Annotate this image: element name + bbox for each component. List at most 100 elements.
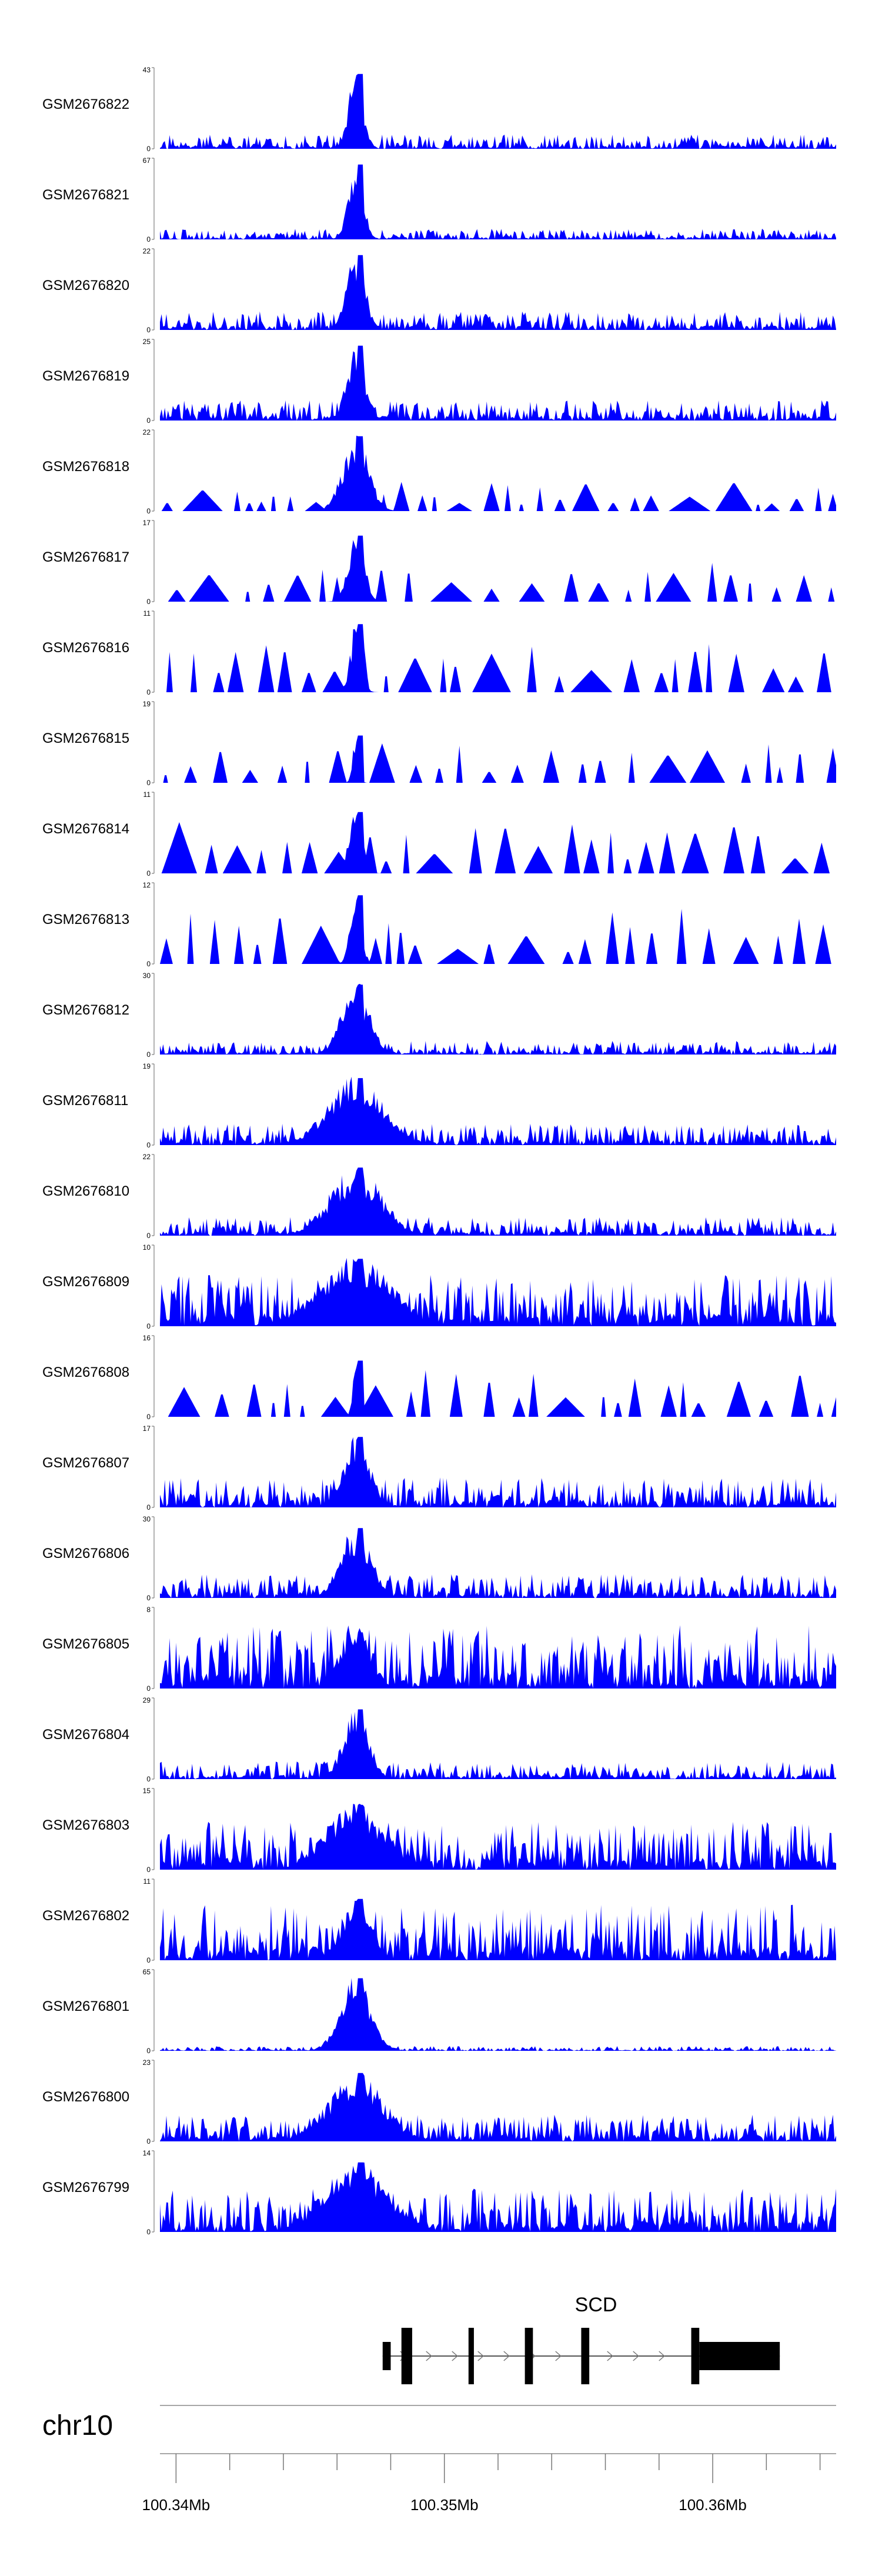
y-max-label: 25 [143, 338, 151, 346]
y-max-label: 14 [143, 2149, 151, 2157]
track-GSM2676811: GSM2676811 19 0 [42, 1062, 836, 1149]
track-GSM2676800: GSM2676800 23 0 [42, 2058, 836, 2145]
y-max-label: 17 [143, 519, 151, 527]
y-max-label: 11 [143, 1877, 151, 1886]
coverage-area [160, 983, 836, 1055]
track-label: GSM2676820 [42, 278, 129, 293]
y-min-label: 0 [146, 2137, 151, 2145]
y-min-label: 0 [146, 2047, 151, 2055]
coverage-area [160, 895, 836, 964]
y-min-label: 0 [146, 507, 151, 515]
y-max-label: 11 [143, 790, 151, 799]
coverage-area [160, 1167, 836, 1236]
coverage-area [160, 345, 836, 421]
track-GSM2676803: GSM2676803 15 0 [42, 1787, 836, 1874]
strand-arrow [555, 2351, 562, 2361]
track-GSM2676804: GSM2676804 29 0 [42, 1696, 836, 1783]
coverage-area [160, 1978, 836, 2051]
genome-axis: chr10 100.34Mb 100.35Mb 100.36Mb [42, 2405, 836, 2514]
coverage-area [160, 74, 836, 149]
y-min-label: 0 [146, 1594, 151, 1602]
track-label: GSM2676817 [42, 549, 129, 565]
coverage-area [160, 1625, 836, 1689]
tick-label: 100.35Mb [410, 2496, 479, 2514]
track-GSM2676812: GSM2676812 30 0 [42, 972, 836, 1059]
track-GSM2676802: GSM2676802 11 0 [42, 1877, 836, 1964]
coverage-area [160, 255, 836, 330]
track-label: GSM2676815 [42, 730, 129, 746]
coverage-area [160, 1709, 836, 1779]
track-GSM2676813: GSM2676813 12 0 [42, 881, 836, 968]
track-GSM2676815: GSM2676815 19 0 [42, 700, 836, 787]
track-label: GSM2676804 [42, 1727, 129, 1743]
y-max-label: 43 [143, 66, 151, 74]
track-GSM2676816: GSM2676816 11 0 [42, 609, 836, 696]
track-label: GSM2676807 [42, 1455, 129, 1471]
track-label: GSM2676800 [42, 2089, 129, 2105]
track-label: GSM2676809 [42, 1274, 129, 1290]
coverage-area [160, 435, 836, 511]
gene-track: SCD [382, 2294, 780, 2384]
y-max-label: 30 [143, 1515, 151, 1523]
coverage-area [160, 164, 836, 239]
track-GSM2676819: GSM2676819 25 0 [42, 338, 836, 425]
track-label: GSM2676814 [42, 821, 129, 837]
y-max-label: 15 [143, 1787, 151, 1795]
track-label: GSM2676810 [42, 1183, 129, 1199]
exon-block [382, 2342, 391, 2370]
y-min-label: 0 [146, 2228, 151, 2236]
y-max-label: 19 [143, 1062, 151, 1070]
strand-arrow [607, 2351, 613, 2361]
track-GSM2676809: GSM2676809 10 0 [42, 1243, 836, 1330]
exon-block [401, 2328, 412, 2384]
coverage-area [160, 1898, 836, 1960]
y-max-label: 67 [143, 156, 151, 165]
track-GSM2676806: GSM2676806 30 0 [42, 1515, 836, 1602]
coverage-area [160, 1257, 836, 1326]
y-min-label: 0 [146, 1503, 151, 1511]
y-max-label: 19 [143, 700, 151, 708]
y-min-label: 0 [146, 1684, 151, 1693]
y-min-label: 0 [146, 1141, 151, 1149]
strand-arrow [633, 2351, 639, 2361]
track-label: GSM2676813 [42, 912, 129, 927]
y-min-label: 0 [146, 1322, 151, 1330]
coverage-area [160, 1528, 836, 1598]
strand-arrow [477, 2351, 484, 2361]
track-label: GSM2676806 [42, 1546, 129, 1561]
coverage-area [160, 1076, 836, 1145]
track-GSM2676817: GSM2676817 17 0 [42, 519, 836, 606]
coverage-tracks: GSM2676822430GSM2676821670GSM2676820220G… [42, 66, 836, 2236]
y-max-label: 10 [143, 1243, 151, 1252]
track-label: GSM2676816 [42, 640, 129, 656]
exon-block [699, 2342, 780, 2370]
track-label: GSM2676808 [42, 1364, 129, 1380]
track-label: GSM2676822 [42, 96, 129, 112]
coverage-area [160, 535, 836, 602]
y-max-label: 8 [146, 1606, 151, 1614]
y-max-label: 22 [143, 428, 151, 436]
track-GSM2676799: GSM2676799 14 0 [42, 2149, 836, 2236]
y-max-label: 16 [143, 1334, 151, 1342]
strand-arrow [659, 2351, 665, 2361]
y-min-label: 0 [146, 326, 151, 334]
y-max-label: 30 [143, 972, 151, 980]
track-label: GSM2676799 [42, 2180, 129, 2195]
exon-block [691, 2328, 700, 2384]
exon-block [581, 2328, 590, 2384]
y-min-label: 0 [146, 598, 151, 606]
y-min-label: 0 [146, 688, 151, 696]
y-min-label: 0 [146, 1232, 151, 1240]
coverage-area [160, 624, 836, 692]
y-min-label: 0 [146, 1775, 151, 1783]
track-label: GSM2676818 [42, 459, 129, 475]
y-max-label: 22 [143, 247, 151, 255]
y-max-label: 11 [143, 609, 151, 618]
track-GSM2676820: GSM2676820 22 0 [42, 247, 836, 334]
tick-label: 100.34Mb [142, 2496, 211, 2514]
tick-label: 100.36Mb [679, 2496, 747, 2514]
coverage-area [160, 1437, 836, 1507]
strand-arrow [452, 2351, 458, 2361]
y-min-label: 0 [146, 235, 151, 243]
